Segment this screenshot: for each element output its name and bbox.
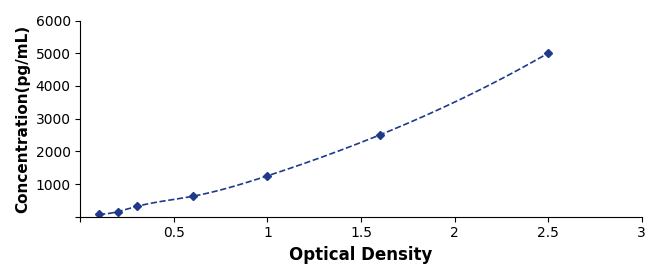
X-axis label: Optical Density: Optical Density xyxy=(290,246,433,264)
Y-axis label: Concentration(pg/mL): Concentration(pg/mL) xyxy=(15,25,30,213)
